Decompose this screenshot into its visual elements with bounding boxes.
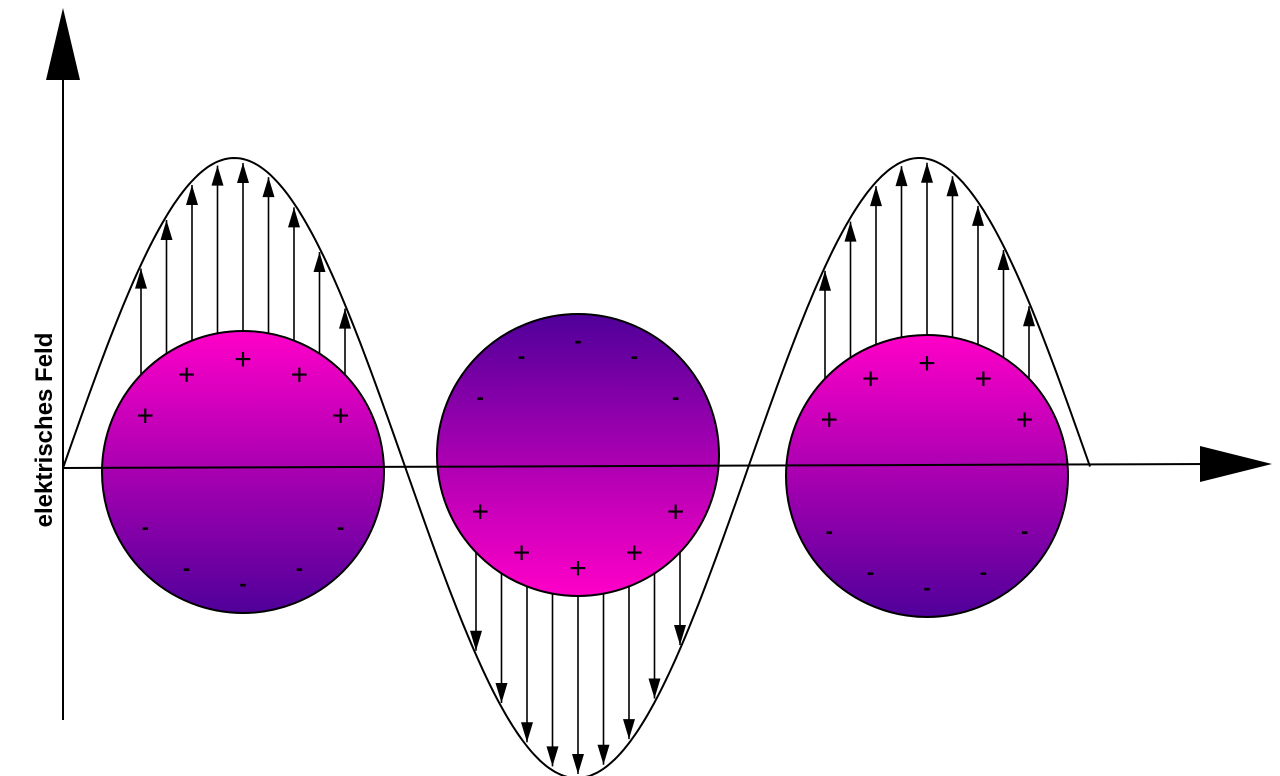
negative-charge: - <box>672 385 679 410</box>
sphere-middle-field-arrow-head <box>674 625 686 646</box>
positive-charge: + <box>291 358 309 391</box>
positive-charge: + <box>332 400 350 433</box>
negative-charge: - <box>867 560 874 585</box>
negative-charge: - <box>980 560 987 585</box>
sphere-right-field-arrow-head <box>870 186 882 207</box>
sphere-left-field-arrow-head <box>339 308 351 329</box>
positive-charge: + <box>862 362 880 395</box>
sphere-middle-field-arrow-head <box>495 683 508 704</box>
sphere-right-field-arrow-head <box>819 270 831 291</box>
negative-charge: - <box>337 514 344 539</box>
sphere-right: + + + + + - - - - - <box>785 334 1069 618</box>
sphere-left-field-arrow-head <box>262 177 275 198</box>
sphere-middle-field-arrow-head <box>521 722 533 743</box>
positive-charge: + <box>918 347 936 380</box>
negative-charge: - <box>923 575 930 600</box>
sphere-right-field-arrow-head <box>946 176 959 197</box>
negative-charge: - <box>826 518 833 543</box>
positive-charge: + <box>975 362 993 395</box>
positive-charge: + <box>178 358 196 391</box>
positive-charge: + <box>234 343 252 376</box>
negative-charge: - <box>518 343 525 368</box>
negative-charge: - <box>477 385 484 410</box>
electric-field-wave <box>62 156 1091 776</box>
positive-charge: + <box>821 404 839 437</box>
sphere-right-field-arrow-head <box>1023 306 1035 327</box>
negative-charge: - <box>183 556 190 581</box>
positive-charge: + <box>1016 404 1034 437</box>
negative-charge: - <box>631 343 638 368</box>
sphere-left-field-arrow-head <box>135 268 147 289</box>
negative-charge: - <box>239 571 246 596</box>
negative-charge: - <box>142 514 149 539</box>
negative-charge: - <box>574 328 581 353</box>
sphere-middle-field-arrow-head <box>648 678 661 699</box>
sphere-middle-field-arrow-head <box>623 719 635 740</box>
positive-charge: + <box>667 495 685 528</box>
sphere-left-field-arrow-head <box>211 165 224 186</box>
positive-charge: + <box>569 552 587 585</box>
sphere-right-body <box>785 334 1069 618</box>
sphere-middle: - - - - - + + + + + <box>436 313 720 597</box>
sphere-left-field-arrow-head <box>237 162 249 183</box>
sphere-middle-field-arrow-head <box>572 753 584 774</box>
sphere-left-field-arrow-head <box>288 207 300 228</box>
sphere-middle-field-arrow-head <box>546 746 559 767</box>
negative-charge: - <box>296 556 303 581</box>
sphere-middle-body <box>436 313 720 597</box>
sphere-right-field-arrow-head <box>972 205 984 226</box>
negative-charge: - <box>1021 518 1028 543</box>
sphere-right-field-arrow-head <box>895 166 908 187</box>
sphere-left-field-arrow-head <box>313 252 326 273</box>
positive-charge: + <box>513 537 531 570</box>
x-axis-arrowhead <box>1200 446 1272 482</box>
sphere-middle-field-arrow-head <box>470 630 482 651</box>
positive-charge: + <box>626 537 644 570</box>
sphere-left-body <box>101 330 385 614</box>
sphere-left-field-arrow-head <box>186 184 198 205</box>
spheres: + + + + + - - - - - - - - - - + + + + + + + + + + - - - - - <box>101 313 1069 618</box>
sphere-right-field-arrow-head <box>997 250 1010 271</box>
sphere-right-field-arrow-head <box>921 162 933 183</box>
y-axis-label: elektrisches Feld <box>31 333 58 528</box>
positive-charge: + <box>472 495 490 528</box>
sphere-right-field-arrow-head <box>844 221 857 242</box>
sphere-left-field-arrow-head <box>160 219 173 240</box>
sphere-left: + + + + + - - - - - <box>101 330 385 614</box>
y-axis-arrowhead <box>46 8 80 80</box>
field-arrows <box>135 162 1035 774</box>
positive-charge: + <box>137 400 155 433</box>
sphere-middle-field-arrow-head <box>597 744 610 765</box>
x-axis <box>62 463 1211 469</box>
